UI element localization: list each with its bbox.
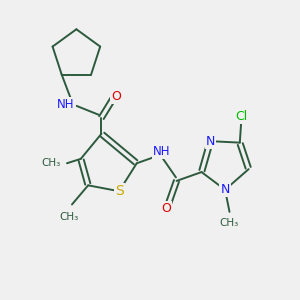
Text: Cl: Cl (235, 110, 248, 123)
Text: O: O (161, 202, 171, 215)
Text: N: N (220, 183, 230, 196)
Text: CH₃: CH₃ (59, 212, 79, 222)
Text: S: S (115, 184, 124, 198)
Text: NH: NH (57, 98, 75, 111)
Text: CH₃: CH₃ (41, 158, 60, 168)
Text: N: N (206, 135, 215, 148)
Text: NH: NH (153, 145, 170, 158)
Text: CH₃: CH₃ (220, 218, 239, 228)
Text: O: O (111, 91, 121, 103)
